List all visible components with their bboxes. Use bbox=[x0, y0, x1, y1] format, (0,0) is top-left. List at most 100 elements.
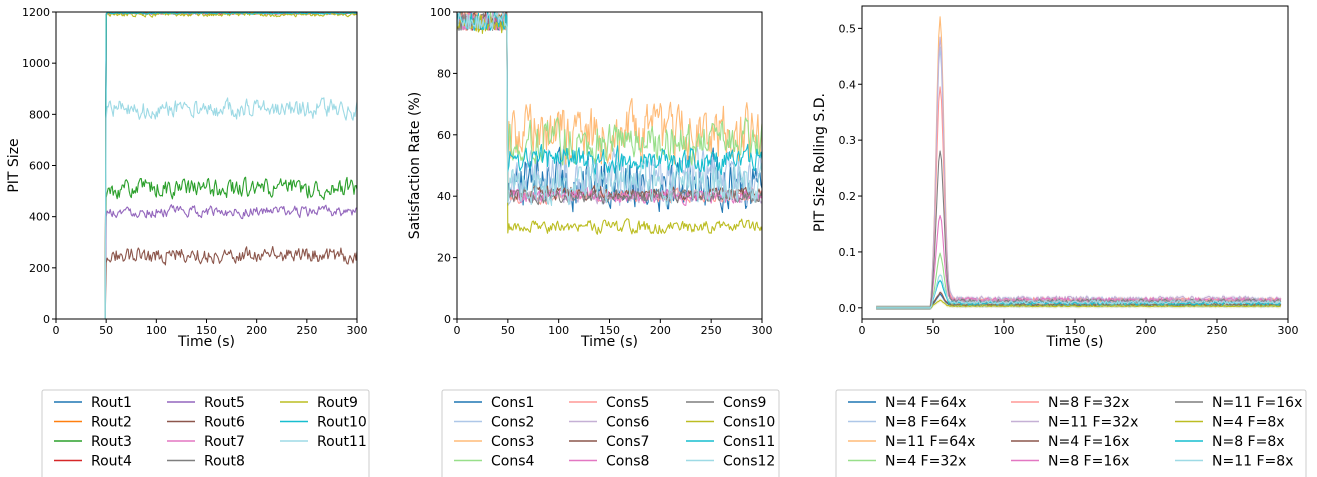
x-tick-label: 0 bbox=[859, 324, 866, 337]
legend-label: Cons11 bbox=[723, 434, 775, 450]
plot-area bbox=[457, 12, 762, 235]
series-line bbox=[457, 14, 762, 235]
y-tick-label: 1000 bbox=[22, 57, 50, 70]
legend-label: Rout11 bbox=[317, 434, 367, 450]
x-axis-label: Time (s) bbox=[177, 334, 235, 350]
series-line bbox=[56, 12, 357, 319]
y-tick-label: 0 bbox=[43, 313, 50, 326]
legend-label: Rout5 bbox=[204, 395, 245, 411]
series-line bbox=[56, 12, 357, 319]
legend-label: Cons3 bbox=[491, 434, 534, 450]
legend-label: Rout2 bbox=[91, 415, 132, 431]
series-line bbox=[56, 97, 357, 319]
chart-panel-1: 0 50 100 150 200 250 300 0 200 400 600 800 1000 1200 T… bbox=[6, 6, 370, 477]
legend-label: Cons2 bbox=[491, 415, 534, 431]
y-tick-label: 800 bbox=[29, 108, 50, 121]
series-line bbox=[56, 12, 357, 319]
y-tick-label: 20 bbox=[437, 252, 451, 265]
x-tick-label: 50 bbox=[501, 324, 515, 337]
series-line bbox=[457, 12, 762, 165]
chart-panel-2: 0 50 100 150 200 250 300 0 20 40 60 80 100 Time (s) Sa… bbox=[407, 6, 780, 477]
legend-box bbox=[441, 389, 780, 477]
legend-label: N=8 F=16x bbox=[1048, 454, 1129, 470]
x-axis-label: Time (s) bbox=[1046, 334, 1104, 350]
x-tick-label: 50 bbox=[99, 324, 113, 337]
x-tick-label: 300 bbox=[752, 324, 773, 337]
x-axis-label: Time (s) bbox=[580, 334, 638, 350]
y-tick-label: 0.1 bbox=[839, 246, 857, 259]
x-tick-label: 150 bbox=[196, 324, 217, 337]
y-axis-label: Satisfaction Rate (%) bbox=[407, 92, 423, 239]
series-line bbox=[457, 12, 762, 176]
legend-label: N=11 F=16x bbox=[1212, 395, 1302, 411]
legend: Rout1 Rout2 Rout3 Rout4 Rout5 Rout6 Rout7 Rout8… bbox=[41, 389, 370, 477]
series-line bbox=[56, 12, 357, 319]
legend-label: Cons7 bbox=[606, 434, 649, 450]
legend-label: Rout10 bbox=[317, 415, 367, 431]
x-tick-label: 250 bbox=[701, 324, 722, 337]
legend-label: Rout8 bbox=[204, 454, 245, 470]
y-tick-label: 200 bbox=[29, 262, 50, 275]
series-line bbox=[876, 299, 1282, 309]
series-line bbox=[56, 245, 357, 319]
legend-label: N=8 F=32x bbox=[1048, 395, 1129, 411]
legend-label: N=8 F=8x bbox=[1212, 434, 1285, 450]
x-tick-label: 300 bbox=[347, 324, 368, 337]
x-tick-label: 100 bbox=[548, 324, 569, 337]
y-tick-label: 0.2 bbox=[839, 190, 857, 203]
y-tick-label: 40 bbox=[437, 190, 451, 203]
legend-label: Rout7 bbox=[204, 434, 245, 450]
series-line bbox=[56, 12, 357, 319]
y-tick-label: 0.0 bbox=[839, 302, 857, 315]
y-axis-label: PIT Size bbox=[6, 138, 22, 192]
legend-label: Cons8 bbox=[606, 454, 649, 470]
legend-label: N=4 F=64x bbox=[885, 395, 966, 411]
x-tick-label: 100 bbox=[994, 324, 1015, 337]
plot-area bbox=[56, 12, 357, 319]
legend-label: N=11 F=8x bbox=[1212, 454, 1293, 470]
x-tick-label: 150 bbox=[599, 324, 620, 337]
y-tick-label: 400 bbox=[29, 211, 50, 224]
plot-frame bbox=[55, 11, 358, 320]
legend-label: Cons1 bbox=[491, 395, 534, 411]
y-tick-label: 0 bbox=[444, 313, 451, 326]
y-tick-label: 0.5 bbox=[839, 22, 857, 35]
y-tick-label: 0.3 bbox=[839, 134, 857, 147]
series-line bbox=[457, 12, 762, 213]
chart-panel-3: 0 50 100 150 200 250 300 0.0 0.1 0.2 0.3 0.4 0.5 Time… bbox=[812, 5, 1307, 477]
y-tick-label: 100 bbox=[430, 6, 451, 19]
y-axis-label: PIT Size Rolling S.D. bbox=[812, 93, 828, 232]
legend-label: Cons4 bbox=[491, 454, 535, 470]
x-tick-label: 200 bbox=[650, 324, 671, 337]
x-tick-label: 200 bbox=[246, 324, 267, 337]
legend-label: Rout1 bbox=[91, 395, 132, 411]
legend-label: N=11 F=32x bbox=[1048, 415, 1138, 431]
series-line bbox=[876, 291, 1282, 309]
x-tick-label: 250 bbox=[296, 324, 317, 337]
x-tick-label: 100 bbox=[146, 324, 167, 337]
legend-label: Cons9 bbox=[723, 395, 766, 411]
legend-box bbox=[835, 389, 1307, 477]
y-tick-label: 60 bbox=[437, 129, 451, 142]
plot-area bbox=[876, 14, 1282, 310]
legend-label: N=4 F=16x bbox=[1048, 434, 1129, 450]
series-line bbox=[56, 204, 357, 319]
series-line bbox=[457, 12, 762, 166]
legend-label: Cons5 bbox=[606, 395, 649, 411]
legend-label: Cons6 bbox=[606, 415, 650, 431]
legend-label: N=4 F=32x bbox=[885, 454, 966, 470]
series-line bbox=[876, 214, 1282, 309]
y-tick-label: 0.4 bbox=[839, 78, 857, 91]
series-line bbox=[56, 176, 357, 319]
legend-label: Rout9 bbox=[317, 395, 358, 411]
x-tick-label: 0 bbox=[454, 324, 461, 337]
legend-label: N=4 F=8x bbox=[1212, 415, 1285, 431]
legend-label: N=8 F=64x bbox=[885, 415, 966, 431]
legend-label: Rout4 bbox=[91, 454, 132, 470]
x-tick-label: 50 bbox=[926, 324, 940, 337]
x-tick-label: 300 bbox=[1278, 324, 1299, 337]
legend-label: Rout6 bbox=[204, 415, 245, 431]
legend-box bbox=[41, 389, 370, 477]
x-tick-label: 0 bbox=[53, 324, 60, 337]
